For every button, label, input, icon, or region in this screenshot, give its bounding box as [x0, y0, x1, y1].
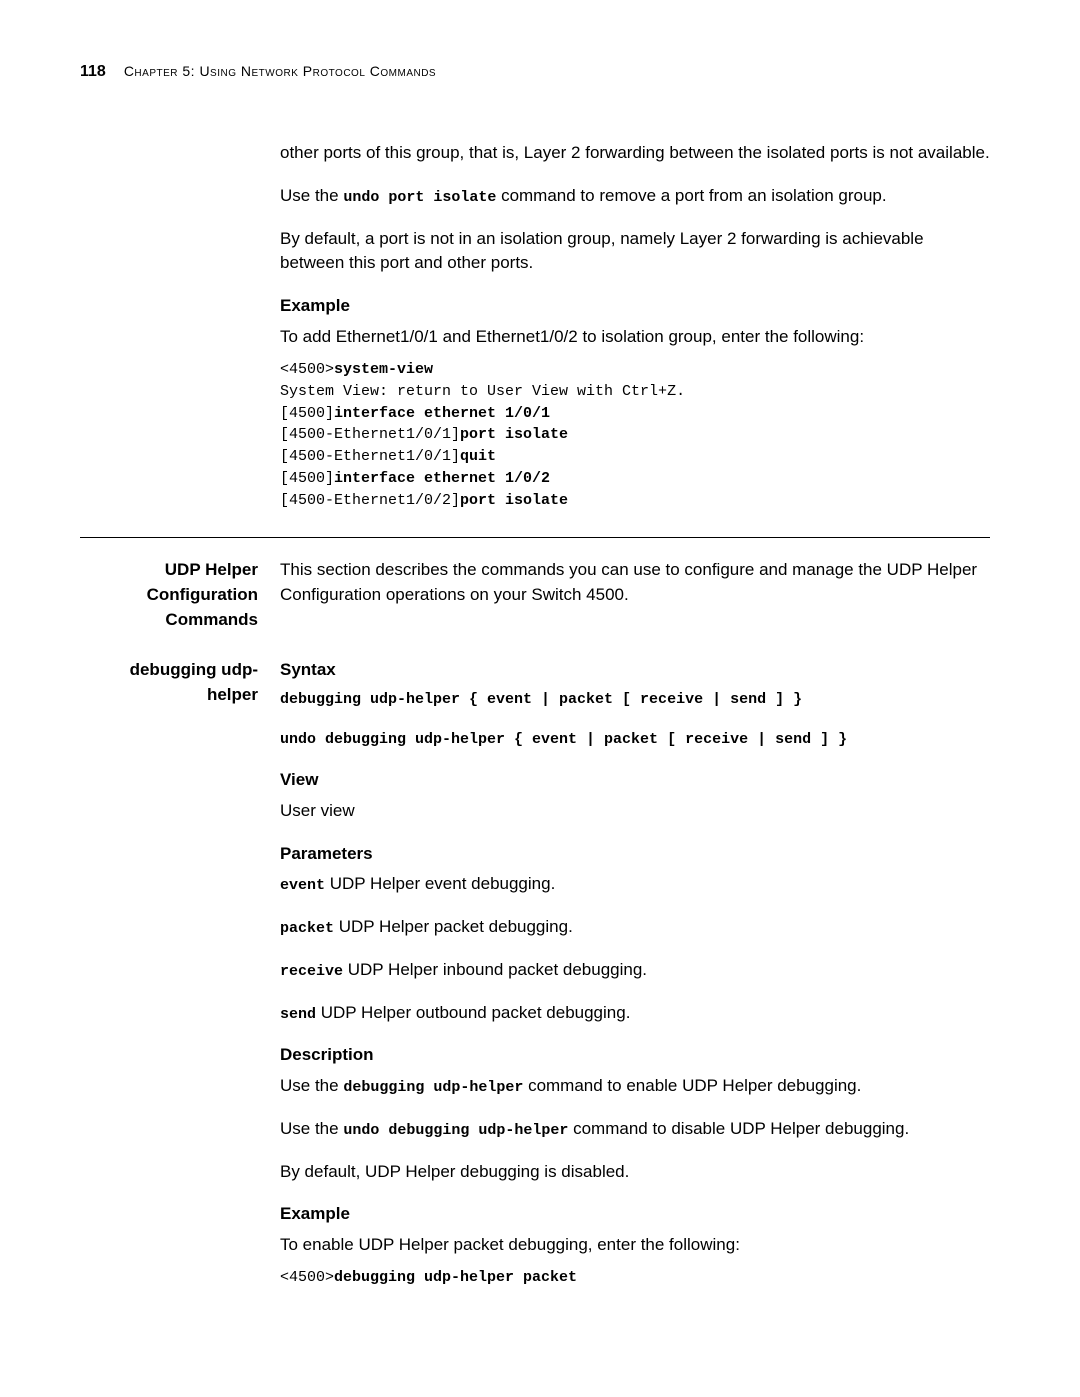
code-line: [4500-Ethernet1/0/2]: [280, 492, 460, 509]
param-text: UDP Helper inbound packet debugging.: [343, 960, 647, 979]
code-line: interface ethernet 1/0/2: [334, 470, 550, 487]
inline-code: undo port isolate: [343, 189, 496, 206]
view-value: User view: [280, 799, 990, 824]
param-receive: receive UDP Helper inbound packet debugg…: [280, 958, 990, 983]
code-line: system-view: [334, 361, 433, 378]
description-2: Use the undo debugging udp-helper comman…: [280, 1117, 990, 1142]
example-heading-2: Example: [280, 1202, 990, 1227]
description-heading: Description: [280, 1043, 990, 1068]
param-text: UDP Helper packet debugging.: [334, 917, 573, 936]
command-title: debugging udp-helper: [80, 658, 280, 1289]
code-line: System View: return to User View with Ct…: [280, 383, 685, 400]
view-heading: View: [280, 768, 990, 793]
code-line: interface ethernet 1/0/1: [334, 405, 550, 422]
text-fragment: Use the: [280, 186, 343, 205]
section-divider: [80, 537, 990, 538]
text-fragment: Use the: [280, 1119, 343, 1138]
param-text: UDP Helper event debugging.: [325, 874, 555, 893]
code-line: <4500>: [280, 361, 334, 378]
description-3: By default, UDP Helper debugging is disa…: [280, 1160, 990, 1185]
section-desc: This section describes the commands you …: [280, 558, 990, 607]
text-fragment: command to remove a port from an isolati…: [496, 186, 886, 205]
text-fragment: Use the: [280, 1076, 343, 1095]
code-line: [4500]: [280, 470, 334, 487]
description-1: Use the debugging udp-helper command to …: [280, 1074, 990, 1099]
example-desc: To add Ethernet1/0/1 and Ethernet1/0/2 t…: [280, 325, 990, 350]
intro-paragraph-2: Use the undo port isolate command to rem…: [280, 184, 990, 209]
parameters-heading: Parameters: [280, 842, 990, 867]
section-title: UDP Helper Configuration Commands: [80, 558, 280, 632]
example-heading: Example: [280, 294, 990, 319]
syntax-heading: Syntax: [280, 658, 990, 683]
code-line: [4500-Ethernet1/0/1]: [280, 426, 460, 443]
param-code: packet: [280, 920, 334, 937]
param-code: event: [280, 877, 325, 894]
code-line: quit: [460, 448, 496, 465]
inline-code: undo debugging udp-helper: [343, 1122, 568, 1139]
code-line: port isolate: [460, 492, 568, 509]
code-line: [4500-Ethernet1/0/1]: [280, 448, 460, 465]
param-event: event UDP Helper event debugging.: [280, 872, 990, 897]
param-code: send: [280, 1006, 316, 1023]
code-fragment: <4500>: [280, 1269, 334, 1286]
code-line: [4500]: [280, 405, 334, 422]
param-text: UDP Helper outbound packet debugging.: [316, 1003, 630, 1022]
intro-paragraph-3: By default, a port is not in an isolatio…: [280, 227, 990, 276]
code-block: <4500>system-view System View: return to…: [280, 359, 990, 511]
code-fragment: debugging udp-helper packet: [334, 1269, 577, 1286]
param-packet: packet UDP Helper packet debugging.: [280, 915, 990, 940]
left-margin: [80, 141, 280, 537]
chapter-title: Chapter 5: Using Network Protocol Comman…: [124, 61, 436, 81]
param-send: send UDP Helper outbound packet debuggin…: [280, 1001, 990, 1026]
intro-paragraph-1: other ports of this group, that is, Laye…: [280, 141, 990, 166]
example-desc-2: To enable UDP Helper packet debugging, e…: [280, 1233, 990, 1258]
example-code-2: <4500>debugging udp-helper packet: [280, 1267, 990, 1289]
syntax-line-1: debugging udp-helper { event | packet [ …: [280, 689, 990, 711]
code-line: port isolate: [460, 426, 568, 443]
page-number: 118: [80, 60, 106, 83]
param-code: receive: [280, 963, 343, 980]
inline-code: debugging udp-helper: [343, 1079, 523, 1096]
page-header: 118 Chapter 5: Using Network Protocol Co…: [80, 60, 990, 83]
text-fragment: command to disable UDP Helper debugging.: [568, 1119, 909, 1138]
syntax-line-2: undo debugging udp-helper { event | pack…: [280, 729, 990, 751]
text-fragment: command to enable UDP Helper debugging.: [523, 1076, 861, 1095]
